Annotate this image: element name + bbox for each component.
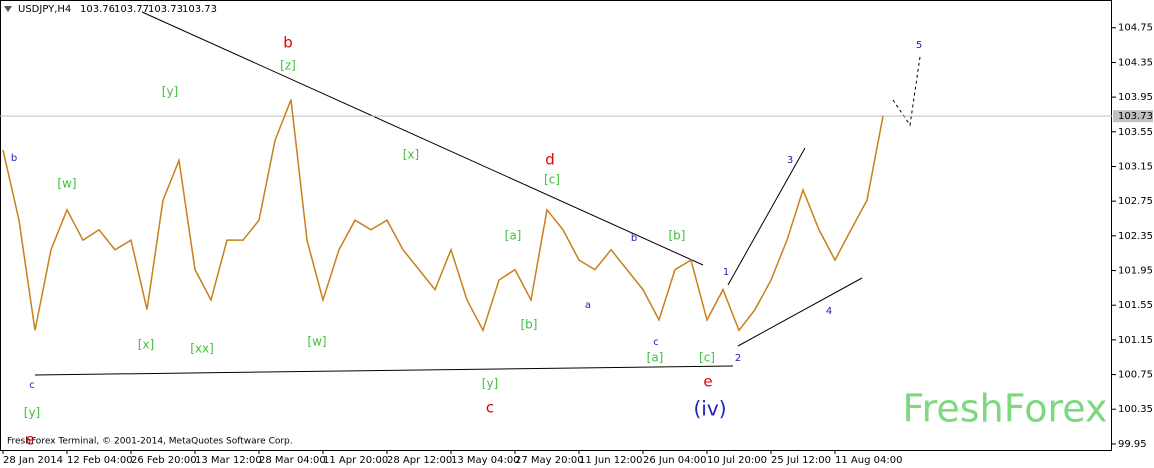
trend-line (737, 277, 863, 347)
y-tick-label: 103.15 (1118, 161, 1153, 172)
x-tick-label: 12 Feb 04:00 (67, 455, 133, 466)
wave-label: c (653, 337, 659, 348)
trend-line (141, 11, 704, 266)
y-tick-label: 104.75 (1118, 23, 1153, 34)
ohlc-value: 103.77 (114, 4, 149, 15)
wave-label: b (631, 233, 637, 244)
x-tick-label: 10 Jul 20:00 (707, 455, 767, 466)
price-label: 103.73 (1118, 111, 1153, 122)
wave-label: 4 (826, 306, 832, 317)
wave-label: 3 (787, 155, 793, 166)
wave-label: [b] (669, 229, 686, 243)
x-tick-label: 11 Apr 20:00 (323, 455, 388, 466)
y-tick-label: 103.55 (1118, 127, 1153, 138)
x-tick-label: 25 Jul 12:00 (771, 455, 831, 466)
x-tick-label: 28 Apr 12:00 (387, 455, 452, 466)
trend-lines (34, 11, 921, 376)
trend-line (34, 365, 734, 376)
wave-label: 5 (916, 40, 922, 51)
wave-label: [xx] (190, 342, 214, 356)
wave-label: [w] (307, 335, 326, 349)
wave-label: e (25, 431, 34, 449)
wave-label: [x] (403, 148, 419, 162)
wave-label: c (29, 380, 35, 391)
wave-label: [a] (505, 229, 522, 243)
wave-label: [a] (647, 351, 664, 365)
wave-label: e (703, 373, 712, 391)
wave-label: [z] (280, 59, 296, 73)
wave-label: 1 (723, 267, 729, 278)
x-tick-label: 28 Jan 2014 (3, 455, 63, 466)
ohlc-value: 103.73 (182, 4, 217, 15)
x-tick-label: 28 Mar 04:00 (259, 455, 326, 466)
wave-label: d (545, 151, 555, 169)
wave-label: [y] (24, 406, 40, 420)
x-tick-label: 13 May 04:00 (451, 455, 520, 466)
wave-label: c (486, 399, 494, 417)
ohlc-value: 103.73 (148, 4, 183, 15)
wave-label: b (283, 34, 293, 52)
y-tick-label: 100.75 (1118, 370, 1153, 381)
y-tick-label: 103.95 (1118, 92, 1153, 103)
y-tick-label: 100.35 (1118, 404, 1153, 415)
y-tick-label: 102.35 (1118, 231, 1153, 242)
x-tick-label: 26 Feb 20:00 (131, 455, 197, 466)
wave-label: [c] (699, 351, 715, 365)
y-tick-label: 101.55 (1118, 300, 1153, 311)
plot-frame (0, 0, 1112, 451)
ohlc-value: 103.76 (80, 4, 115, 15)
trend-line (727, 147, 806, 286)
wave-label: b (11, 153, 17, 164)
y-tick-label: 102.75 (1118, 196, 1153, 207)
price-line-series (2, 99, 884, 333)
price-box (1113, 110, 1153, 123)
y-tick-label: 104.35 (1118, 57, 1153, 68)
wave-label: [w] (57, 177, 76, 191)
wave-label: a (585, 300, 591, 311)
wave-label: [y] (482, 377, 498, 391)
copyright: FreshForex Terminal, © 2001-2014, MetaQu… (7, 437, 293, 447)
wave-label: [b] (521, 318, 538, 332)
y-tick-label: 101.95 (1118, 266, 1153, 277)
wave-label: (iv) (694, 397, 727, 421)
x-tick-label: 11 Aug 04:00 (835, 455, 902, 466)
symbol: USDJPY,H4 (18, 4, 71, 15)
wave-label: [x] (138, 338, 154, 352)
wave-label: [c] (544, 173, 560, 187)
watermark: FreshForex (903, 387, 1108, 431)
x-tick-label: 13 Mar 12:00 (195, 455, 262, 466)
menu-icon[interactable] (4, 6, 12, 12)
x-tick-label: 27 May 20:00 (515, 455, 584, 466)
x-tick-label: 26 Jun 04:00 (643, 455, 707, 466)
wave-label: [y] (162, 85, 178, 99)
projection-line (892, 56, 921, 127)
y-tick-label: 99.95 (1118, 439, 1147, 450)
wave-label: 2 (735, 353, 741, 364)
x-tick-label: 11 Jun 12:00 (579, 455, 643, 466)
y-tick-label: 101.15 (1118, 335, 1153, 346)
